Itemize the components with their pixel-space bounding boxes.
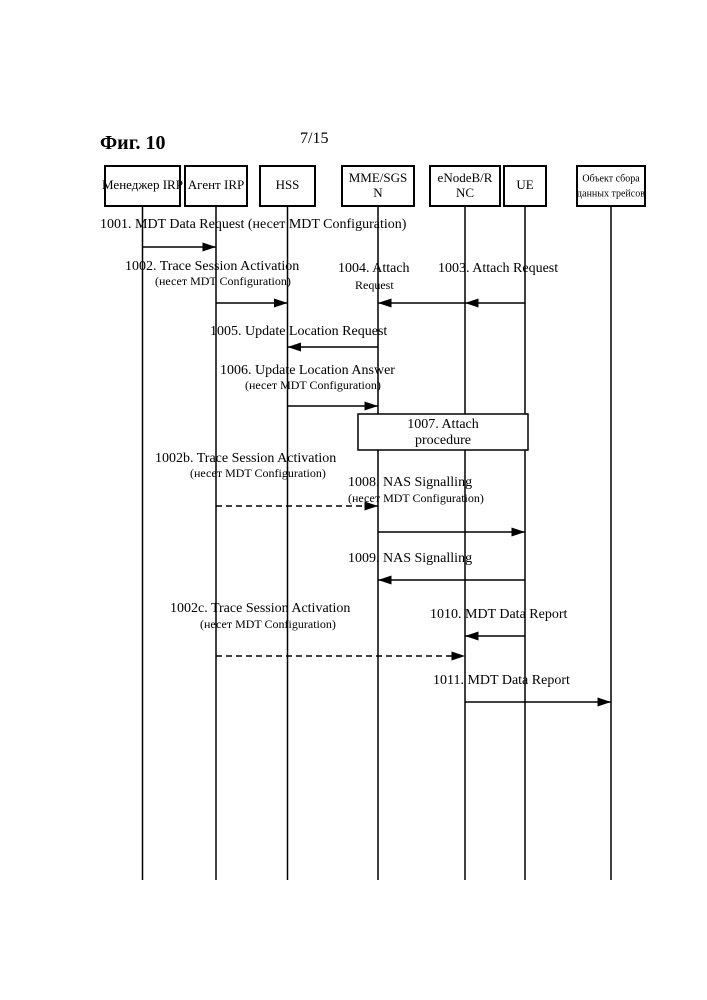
msg-sublabel-1002b: (несет MDT Configuration) bbox=[190, 466, 326, 480]
msg-label-1011: 1011. MDT Data Report bbox=[433, 673, 570, 688]
msg-sublabel-1008: (несет MDT Configuration) bbox=[348, 491, 484, 505]
msg-label-1009: 1009. NAS Signalling bbox=[348, 551, 472, 566]
msg-label-1002b: 1002b. Trace Session Activation bbox=[155, 451, 336, 466]
actor-label2-enb: NC bbox=[456, 185, 474, 200]
actor-tce bbox=[577, 166, 645, 206]
proc-label2: procedure bbox=[415, 433, 471, 448]
sequence-diagram: Менеджер IRP Агент IRP HSS MME/SGSNeNodeB/R… bbox=[0, 0, 707, 1000]
actor-label2-tce: данных трейсов bbox=[577, 188, 645, 199]
actor-label-mme: MME/SGS bbox=[349, 170, 408, 185]
msg-label-1008: 1008. NAS Signalling bbox=[348, 475, 472, 490]
msg-label-1004: 1004. Attach bbox=[338, 261, 410, 276]
msg-label-1010: 1010. MDT Data Report bbox=[430, 607, 567, 622]
actor-label2-mme: N bbox=[373, 185, 383, 200]
msg-label-1002c: 1002c. Trace Session Activation bbox=[170, 601, 350, 616]
msg-label-1003: 1003. Attach Request bbox=[438, 261, 558, 276]
msg-label-1006: 1006. Update Location Answer bbox=[220, 363, 395, 378]
actor-label-tce: Объект сбора bbox=[582, 173, 640, 184]
actor-label-enb: eNodeB/R bbox=[438, 170, 493, 185]
msg-label-1002: 1002. Trace Session Activation bbox=[125, 259, 299, 274]
actor-label-ue: UE bbox=[516, 177, 533, 192]
actor-label-hss: HSS bbox=[276, 177, 300, 192]
msg-sublabel-1002c: (несет MDT Configuration) bbox=[200, 617, 336, 631]
msg-sublabel-1002: (несет MDT Configuration) bbox=[155, 274, 291, 288]
msg-sublabel-1004: Request bbox=[355, 278, 394, 292]
proc-label1: 1007. Attach bbox=[407, 417, 479, 432]
actor-label-irpagent: Агент IRP bbox=[188, 177, 244, 192]
msg-label-1005: 1005. Update Location Request bbox=[210, 324, 387, 339]
actor-label-irpmgr: Менеджер IRP bbox=[102, 177, 183, 192]
msg-label-1001: 1001. MDT Data Request (несет MDT Config… bbox=[100, 217, 407, 232]
msg-sublabel-1006: (несет MDT Configuration) bbox=[245, 378, 381, 392]
